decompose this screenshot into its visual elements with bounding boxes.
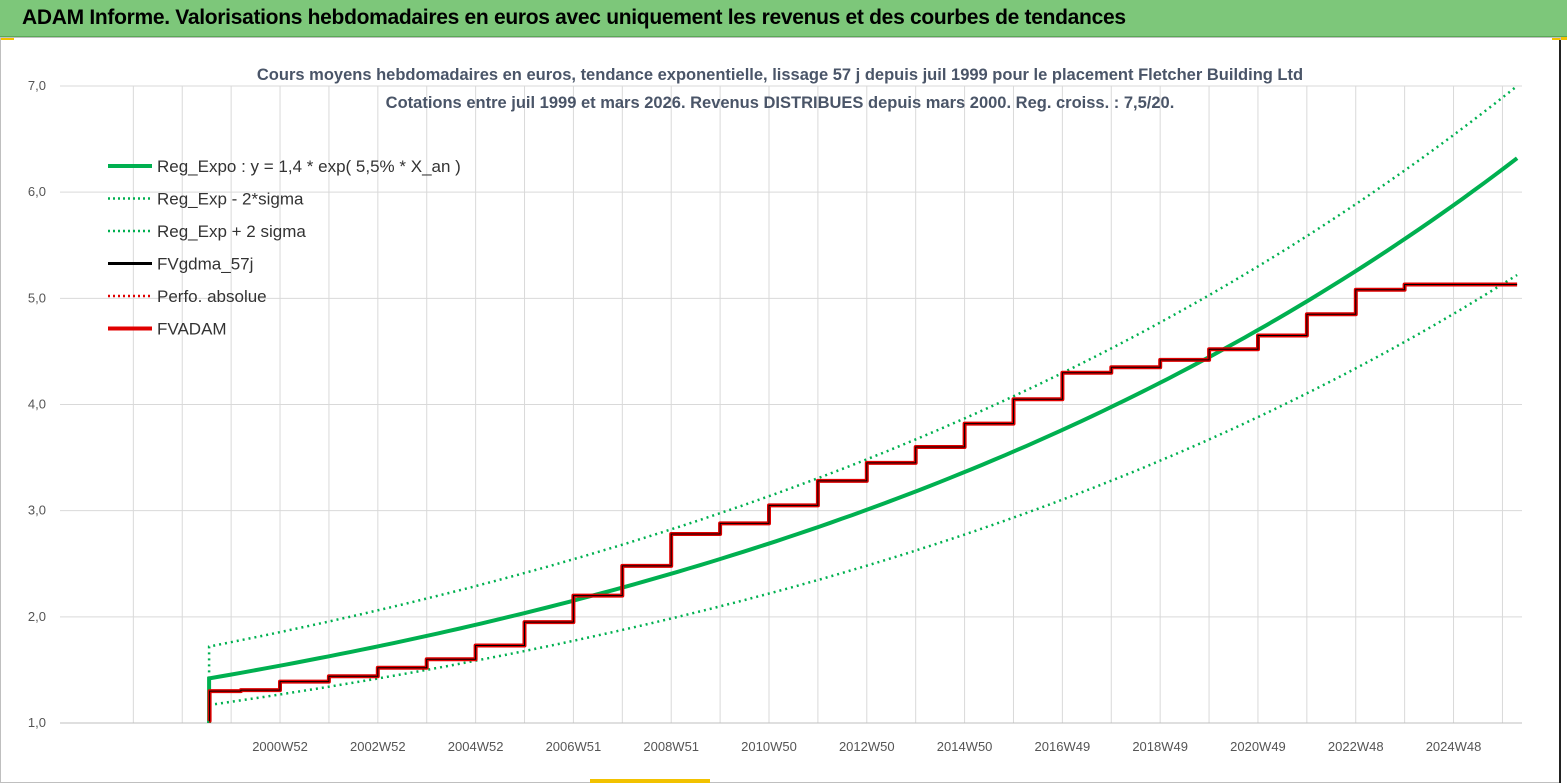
x-tick-label: 2004W52 [448, 739, 504, 754]
series-line-0 [207, 156, 1519, 723]
y-tick-label: 3,0 [28, 503, 46, 518]
accent-bar-bottom [590, 779, 710, 783]
chart-subtitle: Cotations entre juil 1999 et mars 2026. … [386, 94, 1175, 112]
legend-label: Reg_Exp + 2 sigma [157, 222, 306, 241]
series-line-5 [207, 282, 1518, 723]
right-border [1559, 40, 1561, 783]
x-tick-label: 2000W52 [252, 739, 308, 754]
x-tick-label: 2008W51 [643, 739, 699, 754]
series-line-fvgdma-overlay [209, 284, 1518, 722]
y-tick-label: 6,0 [28, 184, 46, 199]
chart-series [207, 85, 1519, 723]
header-bar: ADAM Informe. Valorisations hebdomadaire… [0, 0, 1567, 37]
x-tick-label: 2022W48 [1328, 739, 1384, 754]
chart-title: Cours moyens hebdomadaires en euros, ten… [257, 66, 1303, 84]
x-tick-label: 2012W50 [839, 739, 895, 754]
legend-label: Reg_Expo : y = 1,4 * exp( 5,5% * X_an ) [157, 157, 461, 176]
x-tick-label: 2018W49 [1132, 739, 1188, 754]
x-tick-label: 2016W49 [1035, 739, 1091, 754]
x-tick-label: 2024W48 [1426, 739, 1482, 754]
y-tick-label: 2,0 [28, 609, 46, 624]
x-tick-label: 2010W50 [741, 739, 797, 754]
legend-label: Perfo. absolue [157, 287, 267, 306]
x-tick-label: 2020W49 [1230, 739, 1286, 754]
y-tick-label: 5,0 [28, 290, 46, 305]
legend-label: Reg_Exp - 2*sigma [157, 190, 304, 209]
y-tick-label: 7,0 [28, 78, 46, 93]
x-tick-label: 2014W50 [937, 739, 993, 754]
accent-bar-right [1552, 37, 1567, 40]
legend-label: FVgdma_57j [157, 255, 253, 274]
chart-legend: Reg_Expo : y = 1,4 * exp( 5,5% * X_an ) R… [108, 157, 461, 339]
accent-bar-left [0, 37, 14, 40]
x-tick-label: 2006W51 [546, 739, 602, 754]
chart-grid [60, 85, 1522, 724]
y-axis-ticks: 1,0 2,0 3,0 4,0 5,0 6,0 7,0 [28, 78, 46, 730]
x-tick-label: 2002W52 [350, 739, 406, 754]
legend-label: FVADAM [157, 320, 227, 339]
y-tick-label: 4,0 [28, 397, 46, 412]
x-axis-ticks: 2000W52 2002W52 2004W52 2006W51 2008W51 2010W… [252, 739, 1481, 754]
report-title: ADAM Informe. Valorisations hebdomadaire… [22, 6, 1126, 29]
y-tick-label: 1,0 [28, 715, 46, 730]
